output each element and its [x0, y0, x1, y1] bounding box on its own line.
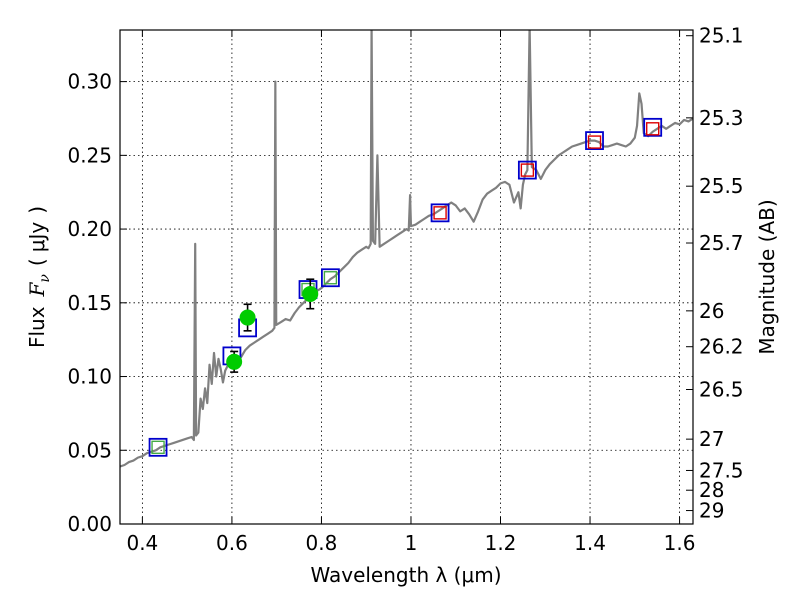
- y-tick-label: 0.05: [67, 438, 112, 462]
- mag-tick-label: 27.5: [699, 458, 744, 482]
- photometry-square: [151, 440, 165, 455]
- y2-axis-label: Magnitude (AB): [755, 199, 779, 354]
- photometry-square: [517, 160, 537, 180]
- photometry-square: [323, 271, 338, 285]
- photometry-square: [585, 131, 604, 150]
- observed-point: [239, 309, 256, 326]
- photometry-square: [320, 268, 340, 288]
- y-label-paren-open: (: [25, 258, 49, 266]
- y-tick-label: 0.30: [67, 70, 112, 94]
- photometry-square: [148, 437, 168, 457]
- observed-point: [226, 353, 243, 370]
- spectrum-line: [120, 30, 693, 468]
- y-tick-label: 0.00: [67, 512, 112, 536]
- photometry-square: [587, 135, 602, 149]
- y-tick-label: 0.25: [67, 143, 112, 167]
- x-tick-label: 1.6: [664, 531, 696, 555]
- x-tick-label: 0.6: [216, 531, 248, 555]
- mag-tick-label: 26: [699, 299, 724, 323]
- data-layer: [120, 30, 693, 468]
- x-tick-label: 0.4: [126, 531, 158, 555]
- mag-tick-label: 27: [699, 427, 724, 451]
- mag-tick-label: 25.7: [699, 231, 744, 255]
- y-label-var: F: [25, 281, 49, 297]
- y-label-prefix: Flux: [25, 306, 49, 348]
- ticks: 0.4 0.6 0.8 1 1.2 1.4 1.6 0.00 0.05 0.10 0.15 0.20 0…: [67, 24, 743, 555]
- x-tick-label: 1.4: [574, 531, 606, 555]
- photometry-square: [433, 206, 447, 220]
- x-tick-label: 1: [405, 531, 418, 555]
- mag-tick-label: 25.1: [699, 24, 744, 48]
- mag-tick-label: 29: [699, 499, 724, 523]
- mag-tick-label: 25.3: [699, 106, 744, 130]
- mag-tick-label: 26.5: [699, 378, 744, 402]
- y-axis-label: Flux Fν ( μJy): [25, 206, 53, 348]
- y-tick-label: 0.20: [67, 217, 112, 241]
- y-label-paren-close: ): [25, 206, 49, 214]
- x-axis-label: Wavelength λ (μm): [310, 563, 501, 587]
- mag-tick-label: 28: [699, 478, 724, 502]
- y-tick-label: 0.15: [67, 291, 112, 315]
- photometry-square: [520, 163, 535, 177]
- photometry-square: [643, 117, 663, 137]
- mag-tick-label: 25.5: [699, 174, 744, 198]
- observed-point: [302, 285, 319, 302]
- mag-tick-label: 26.2: [699, 335, 744, 359]
- photometry-square: [646, 122, 660, 136]
- y-label-sub: ν: [37, 274, 53, 283]
- y-label-unit: μJy: [25, 222, 49, 253]
- photometry-square: [430, 203, 450, 223]
- plot-frame: [119, 29, 694, 525]
- x-tick-label: 1.2: [485, 531, 517, 555]
- x-tick-label: 0.8: [306, 531, 338, 555]
- y-tick-label: 0.10: [67, 365, 112, 389]
